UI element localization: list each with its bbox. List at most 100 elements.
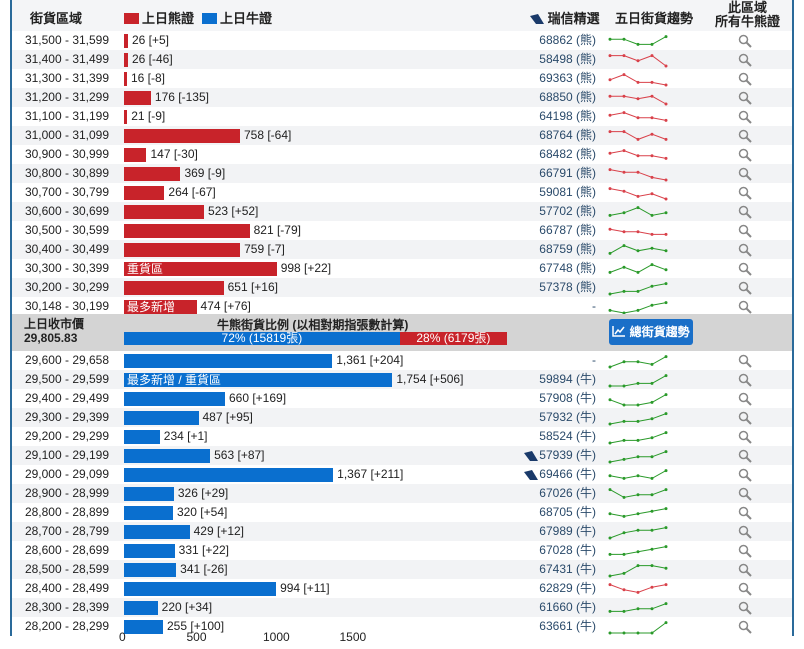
trend-sparkline[interactable]: [606, 560, 670, 579]
quantity-bar[interactable]: [124, 110, 128, 124]
trend-sparkline[interactable]: [606, 408, 670, 427]
magnifier-icon[interactable]: [738, 392, 752, 406]
warrant-code-link[interactable]: 69466 (牛): [539, 467, 596, 481]
magnifier-icon[interactable]: [738, 72, 752, 86]
warrant-code-link[interactable]: 66791 (熊): [539, 166, 596, 180]
quantity-bar[interactable]: [124, 91, 151, 105]
magnifier-icon[interactable]: [738, 582, 752, 596]
trend-sparkline[interactable]: [606, 278, 670, 297]
warrant-code-link[interactable]: 59894 (牛): [539, 372, 596, 386]
warrant-code-link[interactable]: 63661 (牛): [539, 619, 596, 633]
quantity-bar[interactable]: [124, 601, 158, 615]
warrant-code-link[interactable]: 68759 (熊): [539, 242, 596, 256]
warrant-code-link[interactable]: 59081 (熊): [539, 185, 596, 199]
trend-sparkline[interactable]: [606, 598, 670, 617]
warrant-code-link[interactable]: 61660 (牛): [539, 600, 596, 614]
warrant-code-link[interactable]: -: [592, 299, 596, 313]
magnifier-icon[interactable]: [738, 468, 752, 482]
quantity-bar[interactable]: [124, 582, 277, 596]
magnifier-icon[interactable]: [738, 354, 752, 368]
trend-sparkline[interactable]: [606, 126, 670, 145]
quantity-bar[interactable]: [124, 224, 250, 238]
trend-sparkline[interactable]: [606, 427, 670, 446]
trend-sparkline[interactable]: [606, 484, 670, 503]
magnifier-icon[interactable]: [738, 563, 752, 577]
quantity-bar[interactable]: [124, 34, 128, 48]
trend-sparkline[interactable]: [606, 389, 670, 408]
warrant-code-link[interactable]: 68482 (熊): [539, 147, 596, 161]
quantity-bar[interactable]: [124, 354, 333, 368]
magnifier-icon[interactable]: [738, 411, 752, 425]
warrant-code-link[interactable]: 68862 (熊): [539, 33, 596, 47]
magnifier-icon[interactable]: [738, 487, 752, 501]
quantity-bar[interactable]: 最多新增: [124, 300, 197, 314]
trend-sparkline[interactable]: [606, 579, 670, 598]
quantity-bar[interactable]: [124, 281, 224, 295]
warrant-code-link[interactable]: 67748 (熊): [539, 261, 596, 275]
magnifier-icon[interactable]: [738, 34, 752, 48]
warrant-code-link[interactable]: 69363 (熊): [539, 71, 596, 85]
quantity-bar[interactable]: [124, 544, 175, 558]
magnifier-icon[interactable]: [738, 53, 752, 67]
magnifier-icon[interactable]: [738, 449, 752, 463]
magnifier-icon[interactable]: [738, 620, 752, 634]
quantity-bar[interactable]: [124, 468, 334, 482]
warrant-code-link[interactable]: 57939 (牛): [539, 448, 596, 462]
quantity-bar[interactable]: 最多新增 / 重貨區: [124, 373, 393, 387]
quantity-bar[interactable]: [124, 186, 165, 200]
warrant-code-link[interactable]: 57702 (熊): [539, 204, 596, 218]
warrant-code-link[interactable]: 57378 (熊): [539, 280, 596, 294]
magnifier-icon[interactable]: [738, 373, 752, 387]
magnifier-icon[interactable]: [738, 525, 752, 539]
trend-sparkline[interactable]: [606, 465, 670, 484]
trend-sparkline[interactable]: [606, 522, 670, 541]
warrant-code-link[interactable]: 64198 (熊): [539, 109, 596, 123]
warrant-code-link[interactable]: 68764 (熊): [539, 128, 596, 142]
quantity-bar[interactable]: 重貨區: [124, 262, 277, 276]
warrant-code-link[interactable]: 67026 (牛): [539, 486, 596, 500]
quantity-bar[interactable]: [124, 129, 240, 143]
magnifier-icon[interactable]: [738, 224, 752, 238]
trend-sparkline[interactable]: [606, 617, 670, 636]
magnifier-icon[interactable]: [738, 430, 752, 444]
quantity-bar[interactable]: [124, 620, 163, 634]
trend-sparkline[interactable]: [606, 351, 670, 370]
magnifier-icon[interactable]: [738, 167, 752, 181]
trend-sparkline[interactable]: [606, 202, 670, 221]
quantity-bar[interactable]: [124, 506, 173, 520]
magnifier-icon[interactable]: [738, 243, 752, 257]
trend-sparkline[interactable]: [606, 446, 670, 465]
magnifier-icon[interactable]: [738, 506, 752, 520]
quantity-bar[interactable]: [124, 243, 241, 257]
quantity-bar[interactable]: [124, 148, 147, 162]
trend-sparkline[interactable]: [606, 221, 670, 240]
magnifier-icon[interactable]: [738, 148, 752, 162]
trend-sparkline[interactable]: [606, 259, 670, 278]
magnifier-icon[interactable]: [738, 281, 752, 295]
trend-sparkline[interactable]: [606, 88, 670, 107]
trend-sparkline[interactable]: [606, 107, 670, 126]
trend-sparkline[interactable]: [606, 145, 670, 164]
warrant-code-link[interactable]: 57932 (牛): [539, 410, 596, 424]
magnifier-icon[interactable]: [738, 186, 752, 200]
trend-sparkline[interactable]: [606, 183, 670, 202]
magnifier-icon[interactable]: [738, 601, 752, 615]
magnifier-icon[interactable]: [738, 544, 752, 558]
magnifier-icon[interactable]: [738, 91, 752, 105]
trend-sparkline[interactable]: [606, 503, 670, 522]
quantity-bar[interactable]: [124, 411, 199, 425]
warrant-code-link[interactable]: 68705 (牛): [539, 505, 596, 519]
trend-sparkline[interactable]: [606, 50, 670, 69]
trend-sparkline[interactable]: [606, 541, 670, 560]
trend-sparkline[interactable]: [606, 370, 670, 389]
warrant-code-link[interactable]: 67989 (牛): [539, 524, 596, 538]
quantity-bar[interactable]: [124, 563, 177, 577]
total-trend-button[interactable]: 總街貨趨勢: [609, 319, 693, 345]
quantity-bar[interactable]: [124, 525, 190, 539]
trend-sparkline[interactable]: [606, 31, 670, 50]
quantity-bar[interactable]: [124, 205, 205, 219]
warrant-code-link[interactable]: 57908 (牛): [539, 391, 596, 405]
warrant-code-link[interactable]: 62829 (牛): [539, 581, 596, 595]
quantity-bar[interactable]: [124, 392, 225, 406]
magnifier-icon[interactable]: [738, 110, 752, 124]
